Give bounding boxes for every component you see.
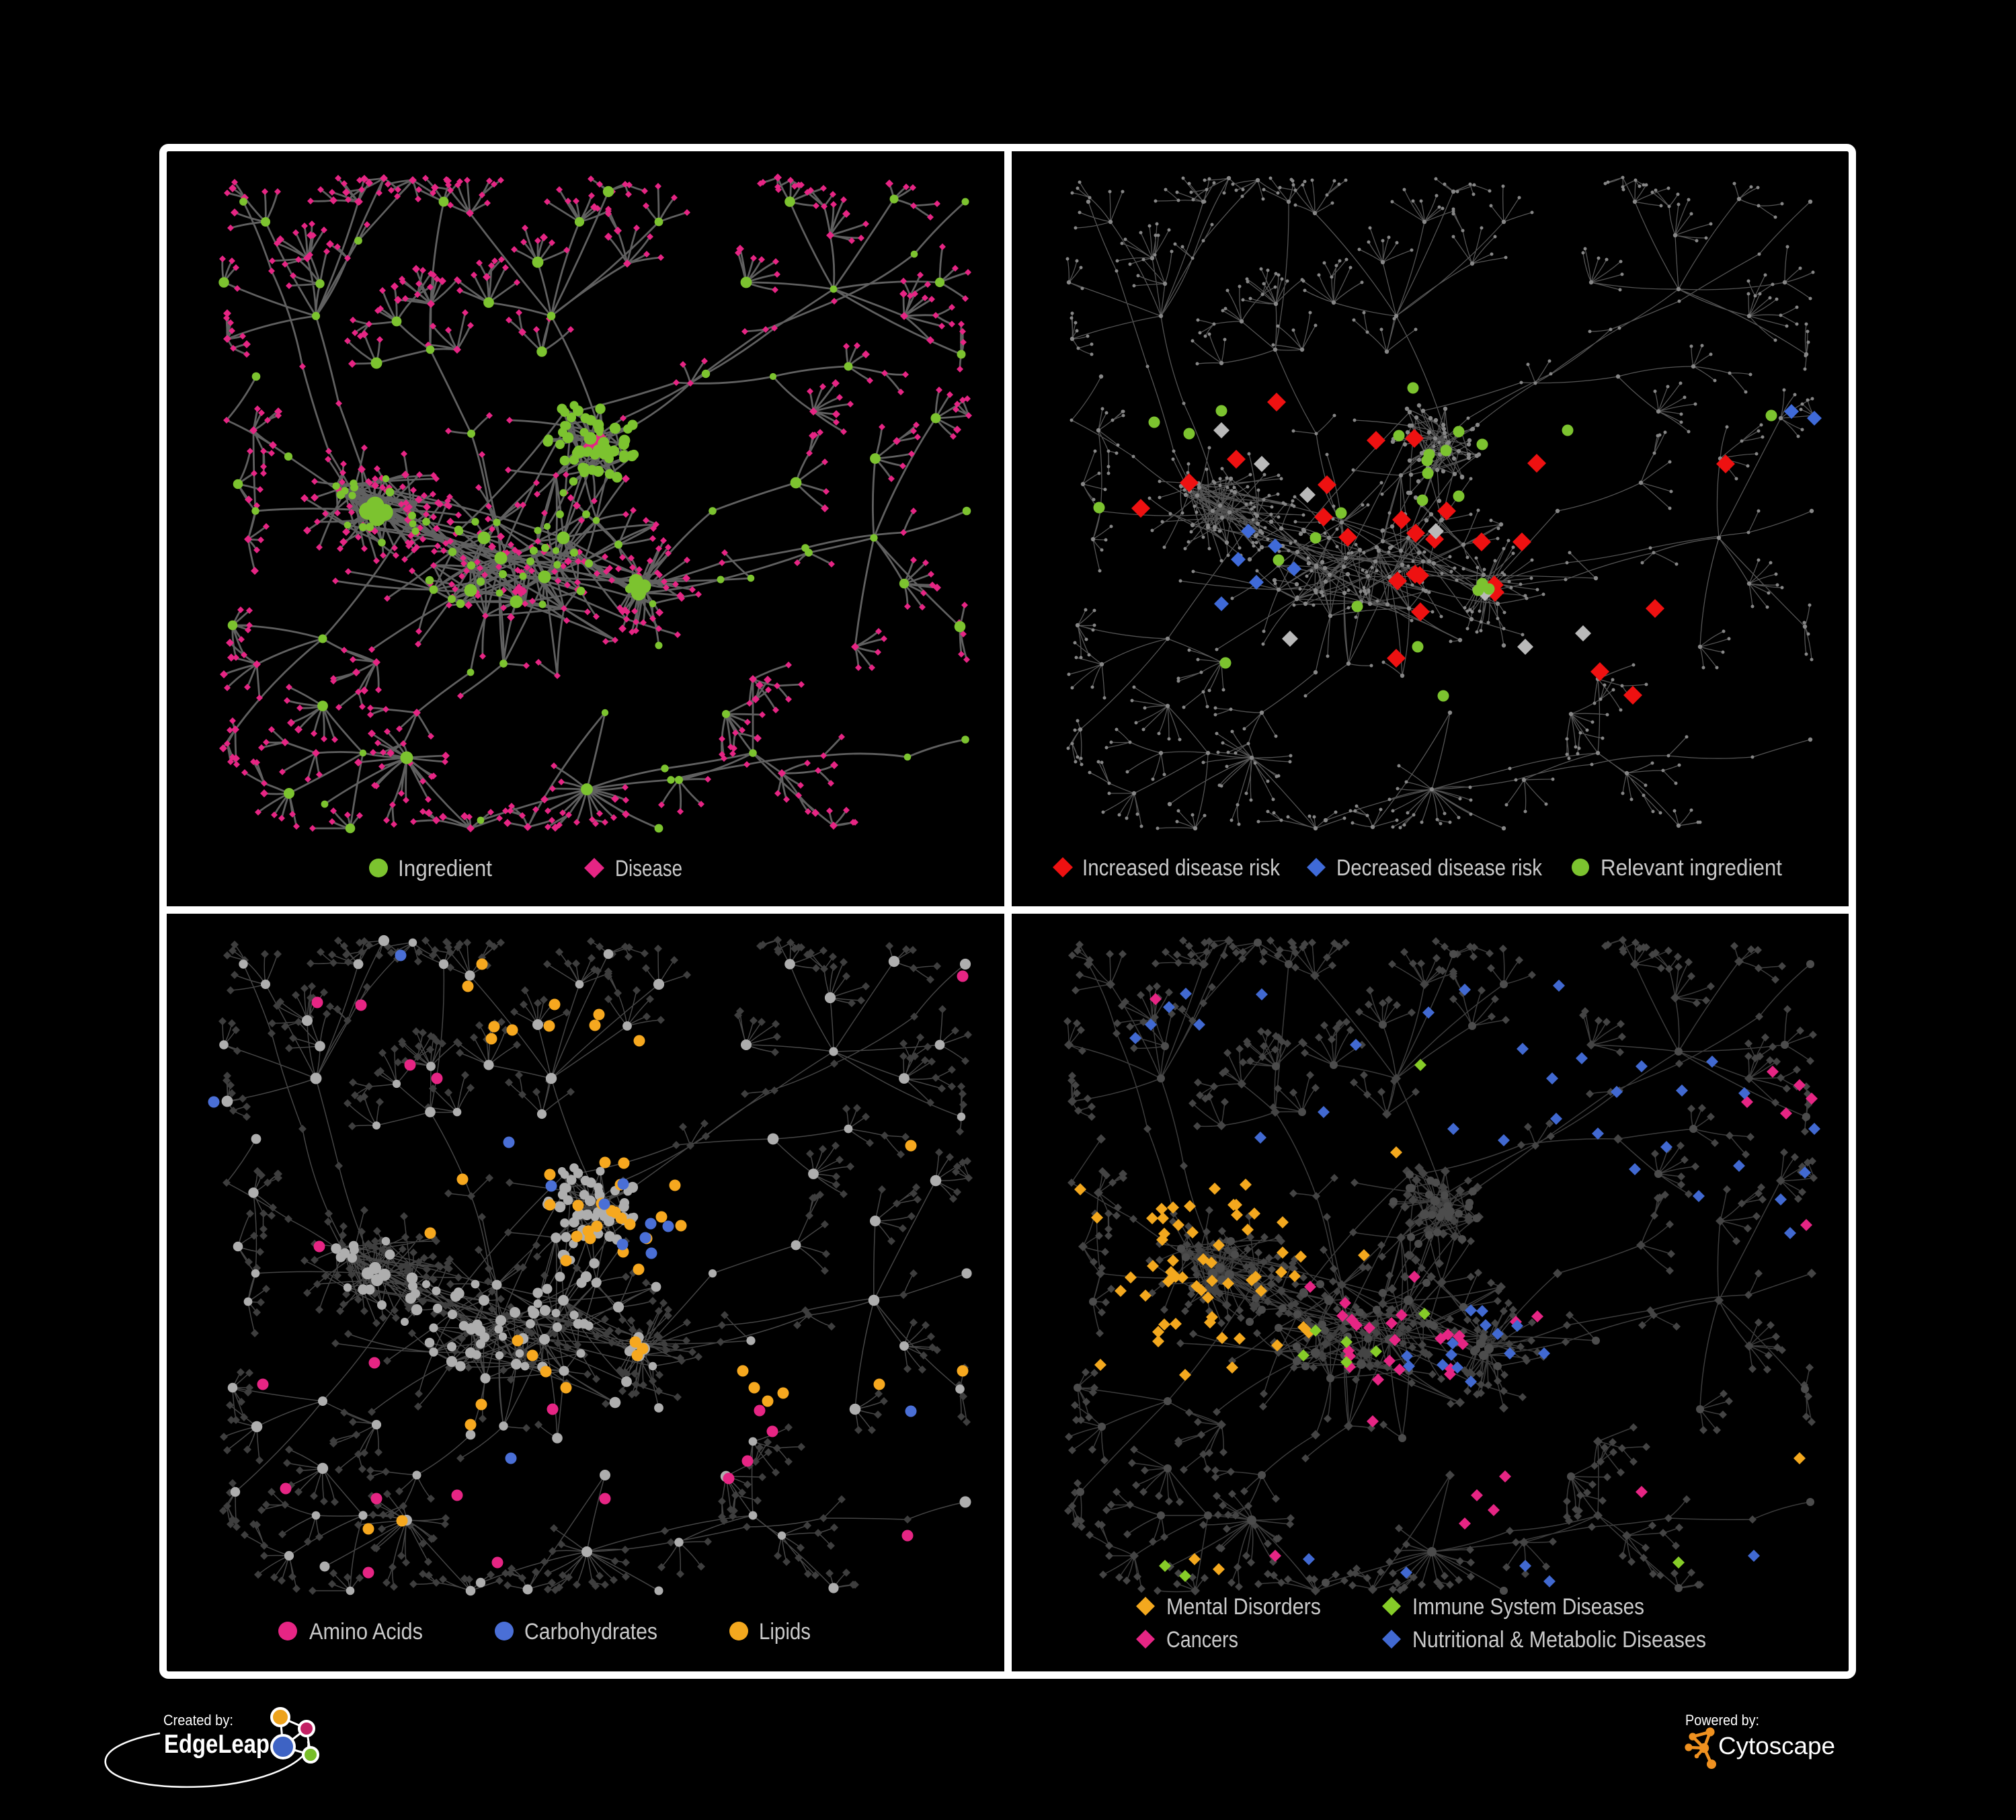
svg-text:Ingredient: Ingredient (398, 856, 493, 881)
svg-text:Decreased disease risk: Decreased disease risk (1336, 855, 1543, 881)
svg-text:Disease: Disease (615, 856, 682, 881)
svg-text:Relevant ingredient: Relevant ingredient (1601, 855, 1783, 881)
svg-text:EdgeLeap: EdgeLeap (164, 1730, 270, 1759)
svg-text:Mental Disorders: Mental Disorders (1166, 1594, 1321, 1620)
svg-text:Cancers: Cancers (1166, 1627, 1238, 1653)
svg-text:Nutritional & Metabolic Diseas: Nutritional & Metabolic Diseases (1412, 1627, 1706, 1653)
svg-text:Cytoscape: Cytoscape (1718, 1732, 1835, 1759)
svg-text:Lipids: Lipids (759, 1619, 811, 1645)
svg-text:Immune System Diseases: Immune System Diseases (1412, 1594, 1644, 1620)
svg-text:Amino Acids: Amino Acids (309, 1619, 423, 1645)
svg-text:Powered by:: Powered by: (1685, 1712, 1759, 1729)
svg-text:Created by:: Created by: (163, 1712, 233, 1729)
svg-text:Increased disease risk: Increased disease risk (1082, 855, 1281, 881)
svg-text:Carbohydrates: Carbohydrates (524, 1619, 657, 1645)
